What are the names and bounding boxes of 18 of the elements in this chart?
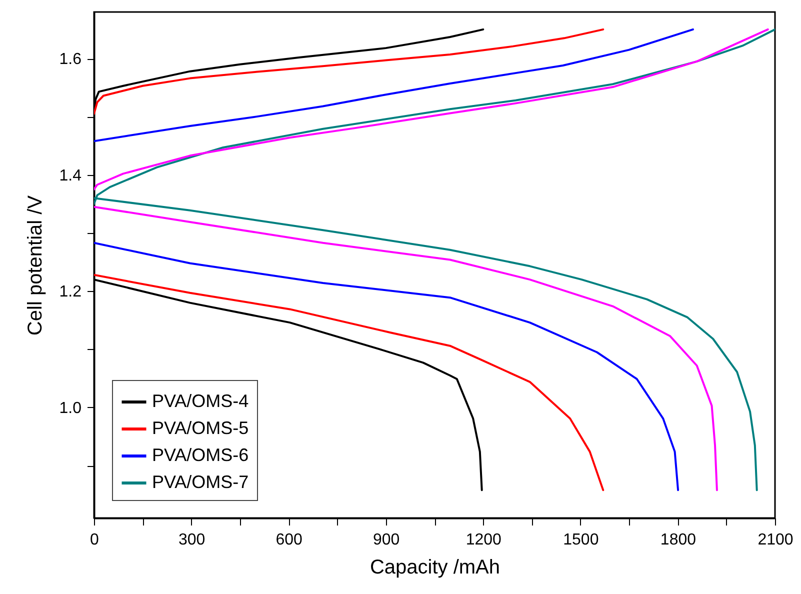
x-tick-label: 1800 [660,532,696,548]
y-tick-label: 1.6 [59,51,82,68]
x-tick-label: 600 [276,532,303,548]
legend-label: PVA/OMS-5 [152,418,249,438]
x-tick-label: 1500 [563,532,599,548]
x-tick-label: 2100 [758,532,794,548]
legend-label: PVA/OMS-4 [152,391,249,411]
legend-label: PVA/OMS-6 [152,445,249,465]
y-tick-label: 1.2 [59,284,82,301]
y-tick-label: 1.4 [59,167,82,184]
x-axis-title: Capacity /mAh [370,556,500,578]
legend-label: PVA/OMS-7 [152,472,249,492]
y-tick-label: 1.0 [59,400,82,417]
x-tick-label: 1200 [466,532,502,548]
x-tick-label: 300 [178,532,206,548]
y-axis-title: Cell potential /V [24,194,46,336]
x-tick-label: 900 [373,532,400,548]
x-tick-label: 0 [90,532,100,548]
